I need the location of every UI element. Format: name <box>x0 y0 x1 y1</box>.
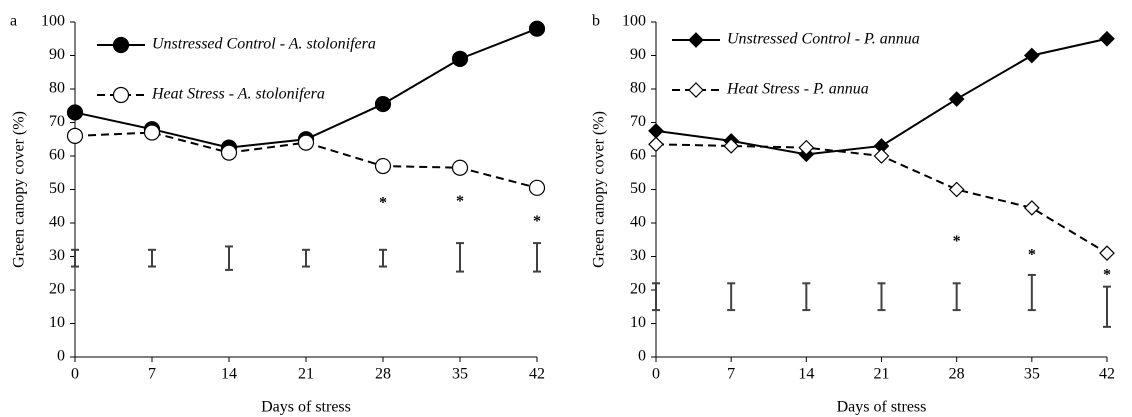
data-point <box>1023 47 1040 64</box>
y-tick-label: 20 <box>630 281 646 298</box>
legend-marker <box>112 86 130 104</box>
y-tick-label: 30 <box>49 247 65 264</box>
data-point <box>374 157 392 175</box>
data-point <box>948 91 965 107</box>
y-tick-label: 40 <box>630 214 646 231</box>
x-tick-label: 21 <box>298 366 314 383</box>
legend-marker <box>112 36 130 54</box>
significance-mark: * <box>456 193 464 210</box>
x-tick-label: 28 <box>375 366 391 383</box>
y-tick-label: 80 <box>630 80 646 97</box>
significance-mark: * <box>953 233 961 250</box>
significance-mark: * <box>533 213 541 230</box>
data-point <box>374 95 392 113</box>
series-line <box>655 37 1108 156</box>
y-tick-label: 80 <box>49 80 65 97</box>
y-tick-label: 70 <box>49 113 65 130</box>
data-point <box>143 124 161 141</box>
x-tick-label: 14 <box>798 366 814 383</box>
data-point <box>723 138 740 154</box>
panel-label: b <box>592 13 600 30</box>
panel-label: a <box>10 13 17 30</box>
y-tick-label: 0 <box>57 348 65 365</box>
significance-mark: * <box>1103 267 1111 284</box>
x-tick-label: 14 <box>221 366 237 383</box>
data-point <box>528 179 546 196</box>
x-tick-label: 35 <box>452 366 468 383</box>
data-point <box>297 134 315 151</box>
y-axis-label: Green canopy cover (%) <box>591 111 608 268</box>
data-point <box>648 136 664 153</box>
y-tick-label: 20 <box>49 281 65 298</box>
y-tick-label: 90 <box>630 46 646 63</box>
x-tick-label: 28 <box>949 366 965 383</box>
data-point <box>948 181 965 198</box>
data-point <box>648 123 664 139</box>
x-tick-label: 0 <box>71 366 79 383</box>
x-tick-label: 7 <box>148 366 156 383</box>
data-point <box>528 20 546 37</box>
legend-marker <box>688 32 704 48</box>
data-point <box>1023 200 1040 216</box>
data-point <box>798 139 815 156</box>
data-point <box>451 50 469 67</box>
y-tick-label: 40 <box>49 214 65 231</box>
x-tick-label: 0 <box>652 366 660 383</box>
x-tick-label: 42 <box>529 366 545 383</box>
data-point <box>873 148 890 164</box>
data-point <box>66 104 84 121</box>
y-tick-label: 50 <box>49 180 65 197</box>
y-tick-label: 60 <box>49 147 65 164</box>
significance-mark: * <box>379 195 387 212</box>
significance-mark: * <box>1028 246 1036 263</box>
y-tick-label: 30 <box>630 247 646 264</box>
y-tick-label: 0 <box>638 348 646 365</box>
y-tick-label: 60 <box>630 147 646 164</box>
y-tick-label: 10 <box>49 314 65 331</box>
y-tick-label: 10 <box>630 314 646 331</box>
x-axis-label: Days of stress <box>837 399 927 416</box>
x-tick-label: 42 <box>1099 366 1115 383</box>
x-tick-label: 7 <box>727 366 735 383</box>
x-axis-label: Days of stress <box>261 399 351 416</box>
y-tick-label: 50 <box>630 180 646 197</box>
x-tick-label: 35 <box>1024 366 1040 383</box>
legend-label: Heat Stress - A. stolonifera <box>151 86 325 103</box>
data-point <box>66 127 84 144</box>
x-tick-label: 21 <box>874 366 890 383</box>
legend-marker <box>688 82 704 98</box>
y-tick-label: 70 <box>630 113 646 130</box>
y-tick-label: 100 <box>41 13 65 30</box>
data-point <box>1099 245 1115 261</box>
legend-label: Unstressed Control - A. stolonifera <box>152 36 376 53</box>
y-tick-label: 90 <box>49 46 65 63</box>
y-axis-label: Green canopy cover (%) <box>11 111 28 268</box>
y-tick-label: 100 <box>622 13 646 30</box>
legend-label: Unstressed Control - P. annua <box>727 31 920 48</box>
data-point <box>1099 30 1115 47</box>
data-point <box>451 159 469 176</box>
legend-label: Heat Stress - P. annua <box>726 81 869 98</box>
data-point <box>220 144 238 161</box>
